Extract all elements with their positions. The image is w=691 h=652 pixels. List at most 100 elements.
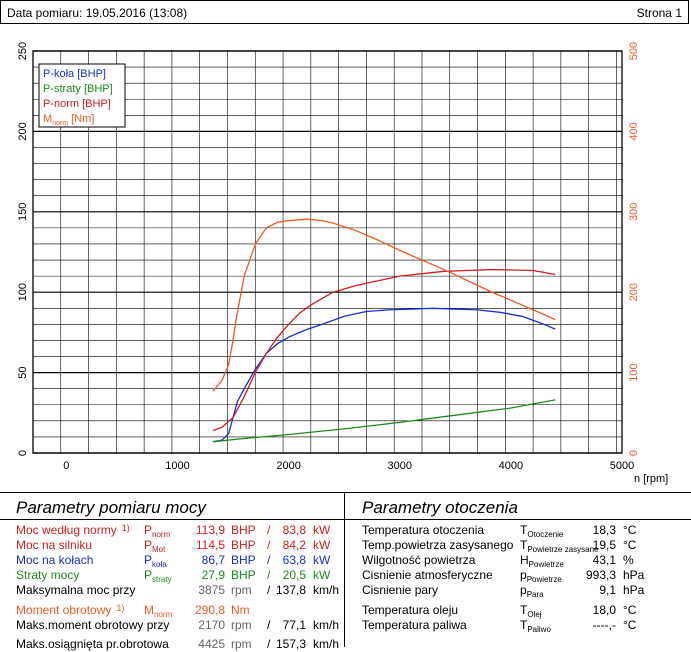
measurement-date: Data pomiaru: 19.05.2016 (13:08) <box>7 6 188 20</box>
ambient-parameters-title: Parametry otoczenia <box>362 498 518 517</box>
param-label: Moc na silniku <box>16 538 93 552</box>
param-unit: °C <box>623 618 637 632</box>
power-param-row: Moc według normy 1) Pnorm 113,9 BHP/83,8 kW <box>16 523 331 539</box>
param-value: 2170 <box>198 618 225 632</box>
param-unit-2: kW <box>313 568 331 582</box>
param-symbol: HPowietrze <box>520 553 564 569</box>
param-label: Temperatura otoczenia <box>362 523 485 537</box>
param-label: Wilgotność powietrza <box>362 553 476 567</box>
ambient-param-row: Temp.powietrza zasysanego TPowietrze zasy… <box>345 538 691 554</box>
param-symbol: Mnorm <box>144 603 173 619</box>
legend-p-kola: P-koła [BHP] <box>43 68 106 80</box>
y-right-tick-label: 300 <box>628 203 640 221</box>
legend-p-norm: P-norm [BHP] <box>43 98 111 110</box>
param-unit: BHP <box>231 568 256 582</box>
param-unit: % <box>623 553 634 567</box>
y-left-tick-label: 50 <box>17 366 29 378</box>
ambient-param-row: Cisnienie pary pPara 9,1 hPa <box>345 583 691 599</box>
param-value: 18,3 <box>592 523 616 537</box>
parameters-section: Parametry pomiaru mocy Moc według normy 1… <box>0 492 691 651</box>
param-value-2: 63,8 <box>282 553 306 567</box>
power-param-row: Moc na silniku PMot 114,5 BHP/84,2 kW <box>16 538 331 554</box>
param-label: Moc na kołach <box>16 553 94 567</box>
param-value: 4425 <box>198 637 225 651</box>
param-unit-2: kW <box>313 538 331 552</box>
ambient-param-row: Temperatura oleju TOlej 18,0 °C <box>345 603 691 619</box>
param-unit: hPa <box>623 568 645 582</box>
param-label: Moment obrotowy 1) <box>16 603 125 617</box>
param-value: 43,1 <box>592 553 616 567</box>
power-param-row: Maksymalna moc przy 3875 rpm/137,8 km/h <box>16 583 340 597</box>
param-value: 114,5 <box>195 538 225 552</box>
param-unit: hPa <box>623 583 645 597</box>
power-chart: 0 1000 2000 3000 4000 5000 0 50 100 150 200 250 0 100… <box>0 24 691 490</box>
param-unit: BHP <box>231 553 256 567</box>
y-right-tick-label: 200 <box>628 283 640 301</box>
power-param-row: Moment obrotowy 1) Mnorm 290,8 Nm <box>0 603 345 619</box>
param-label: Temperatura paliwa <box>362 618 467 632</box>
param-value-2: 84,2 <box>282 538 306 552</box>
param-unit-2: km/h <box>313 583 340 597</box>
ambient-param-row: Temperatura otoczenia TOtoczenie 18,3 °C <box>345 523 691 539</box>
series-line-2 <box>212 269 556 432</box>
y-right-tick-label: 400 <box>628 122 640 140</box>
param-label: Moc według normy 1) <box>16 523 130 537</box>
legend-box <box>38 63 126 128</box>
ambient-param-row: Temperatura paliwa TPaliwo ----,- °C <box>345 618 691 634</box>
param-unit: rpm <box>231 637 252 651</box>
y-right-tick-label: 100 <box>628 363 640 381</box>
x-tick-label: 0 <box>63 460 69 472</box>
chart-series <box>212 218 556 443</box>
param-label: Maks.moment obrotowy przy <box>16 618 170 632</box>
y-left-tick-label: 100 <box>17 283 29 301</box>
series-line-0 <box>212 307 556 443</box>
param-unit: BHP <box>231 538 256 552</box>
param-symbol: Pkoła <box>144 553 167 569</box>
param-label: Temp.powietrza zasysanego <box>362 538 514 552</box>
legend-p-straty: P-straty [BHP] <box>43 83 113 95</box>
param-symbol: Pnorm <box>144 523 171 539</box>
param-label: Cisnienie pary <box>362 583 439 597</box>
ambient-param-row: Cisnienie atmosferyczne pPowietrze 993,3 hP… <box>345 568 691 584</box>
param-value: 290,8 <box>194 603 225 617</box>
series-line-3 <box>212 218 556 392</box>
param-label: Maksymalna moc przy <box>16 583 136 597</box>
param-symbol: PMot <box>144 538 166 554</box>
ambient-param-row: Wilgotność powietrza HPowietrze 43,1% <box>345 553 691 569</box>
page-number: Strona 1 <box>636 6 682 20</box>
param-value-2: 20,5 <box>282 568 306 582</box>
param-value: 9,1 <box>599 583 616 597</box>
param-unit: °C <box>623 538 637 552</box>
y-left-tick-label: 150 <box>17 203 29 221</box>
param-symbol: pPara <box>520 583 544 599</box>
param-symbol: TOtoczenie <box>520 523 564 539</box>
param-label: Cisnienie atmosferyczne <box>362 568 493 582</box>
power-parameters-panel: Parametry pomiaru mocy Moc według normy 1… <box>0 492 345 651</box>
param-label: Straty mocy <box>16 568 80 582</box>
param-value: 3875 <box>198 583 225 597</box>
y-right-tick-label: 500 <box>628 42 640 60</box>
param-value: 113,9 <box>195 523 225 537</box>
param-unit: rpm <box>231 618 252 632</box>
param-value: 27,9 <box>201 568 225 582</box>
x-axis-label: n [rpm] <box>634 473 668 485</box>
param-value-2: 137,8 <box>275 583 306 597</box>
param-symbol: TPaliwo <box>520 618 551 634</box>
param-value-2: 157,3 <box>275 637 306 651</box>
x-tick-label: 3000 <box>387 460 411 472</box>
x-tick-label: 5000 <box>610 460 634 472</box>
plot-frame <box>32 50 623 454</box>
power-param-row: Maks.moment obrotowy przy 2170 rpm/77,1 km/… <box>16 618 340 632</box>
param-unit: °C <box>623 603 637 617</box>
param-symbol: TPowietrze zasysane <box>520 538 599 554</box>
param-unit: rpm <box>231 583 252 597</box>
param-value: 86,7 <box>201 553 225 567</box>
power-param-row: Moc na kołach Pkoła 86,7 BHP/63,8 kW <box>16 553 331 569</box>
y-left-tick-label: 250 <box>17 42 29 60</box>
param-unit-2: km/h <box>313 637 340 651</box>
power-parameters-title: Parametry pomiaru mocy <box>16 498 206 517</box>
param-symbol: pPowietrze <box>520 568 562 584</box>
x-tick-label: 2000 <box>276 460 300 472</box>
x-tick-label: 1000 <box>165 460 189 472</box>
power-param-row: Straty mocy Pstraty 27,9 BHP/20,5 kW <box>16 568 331 584</box>
